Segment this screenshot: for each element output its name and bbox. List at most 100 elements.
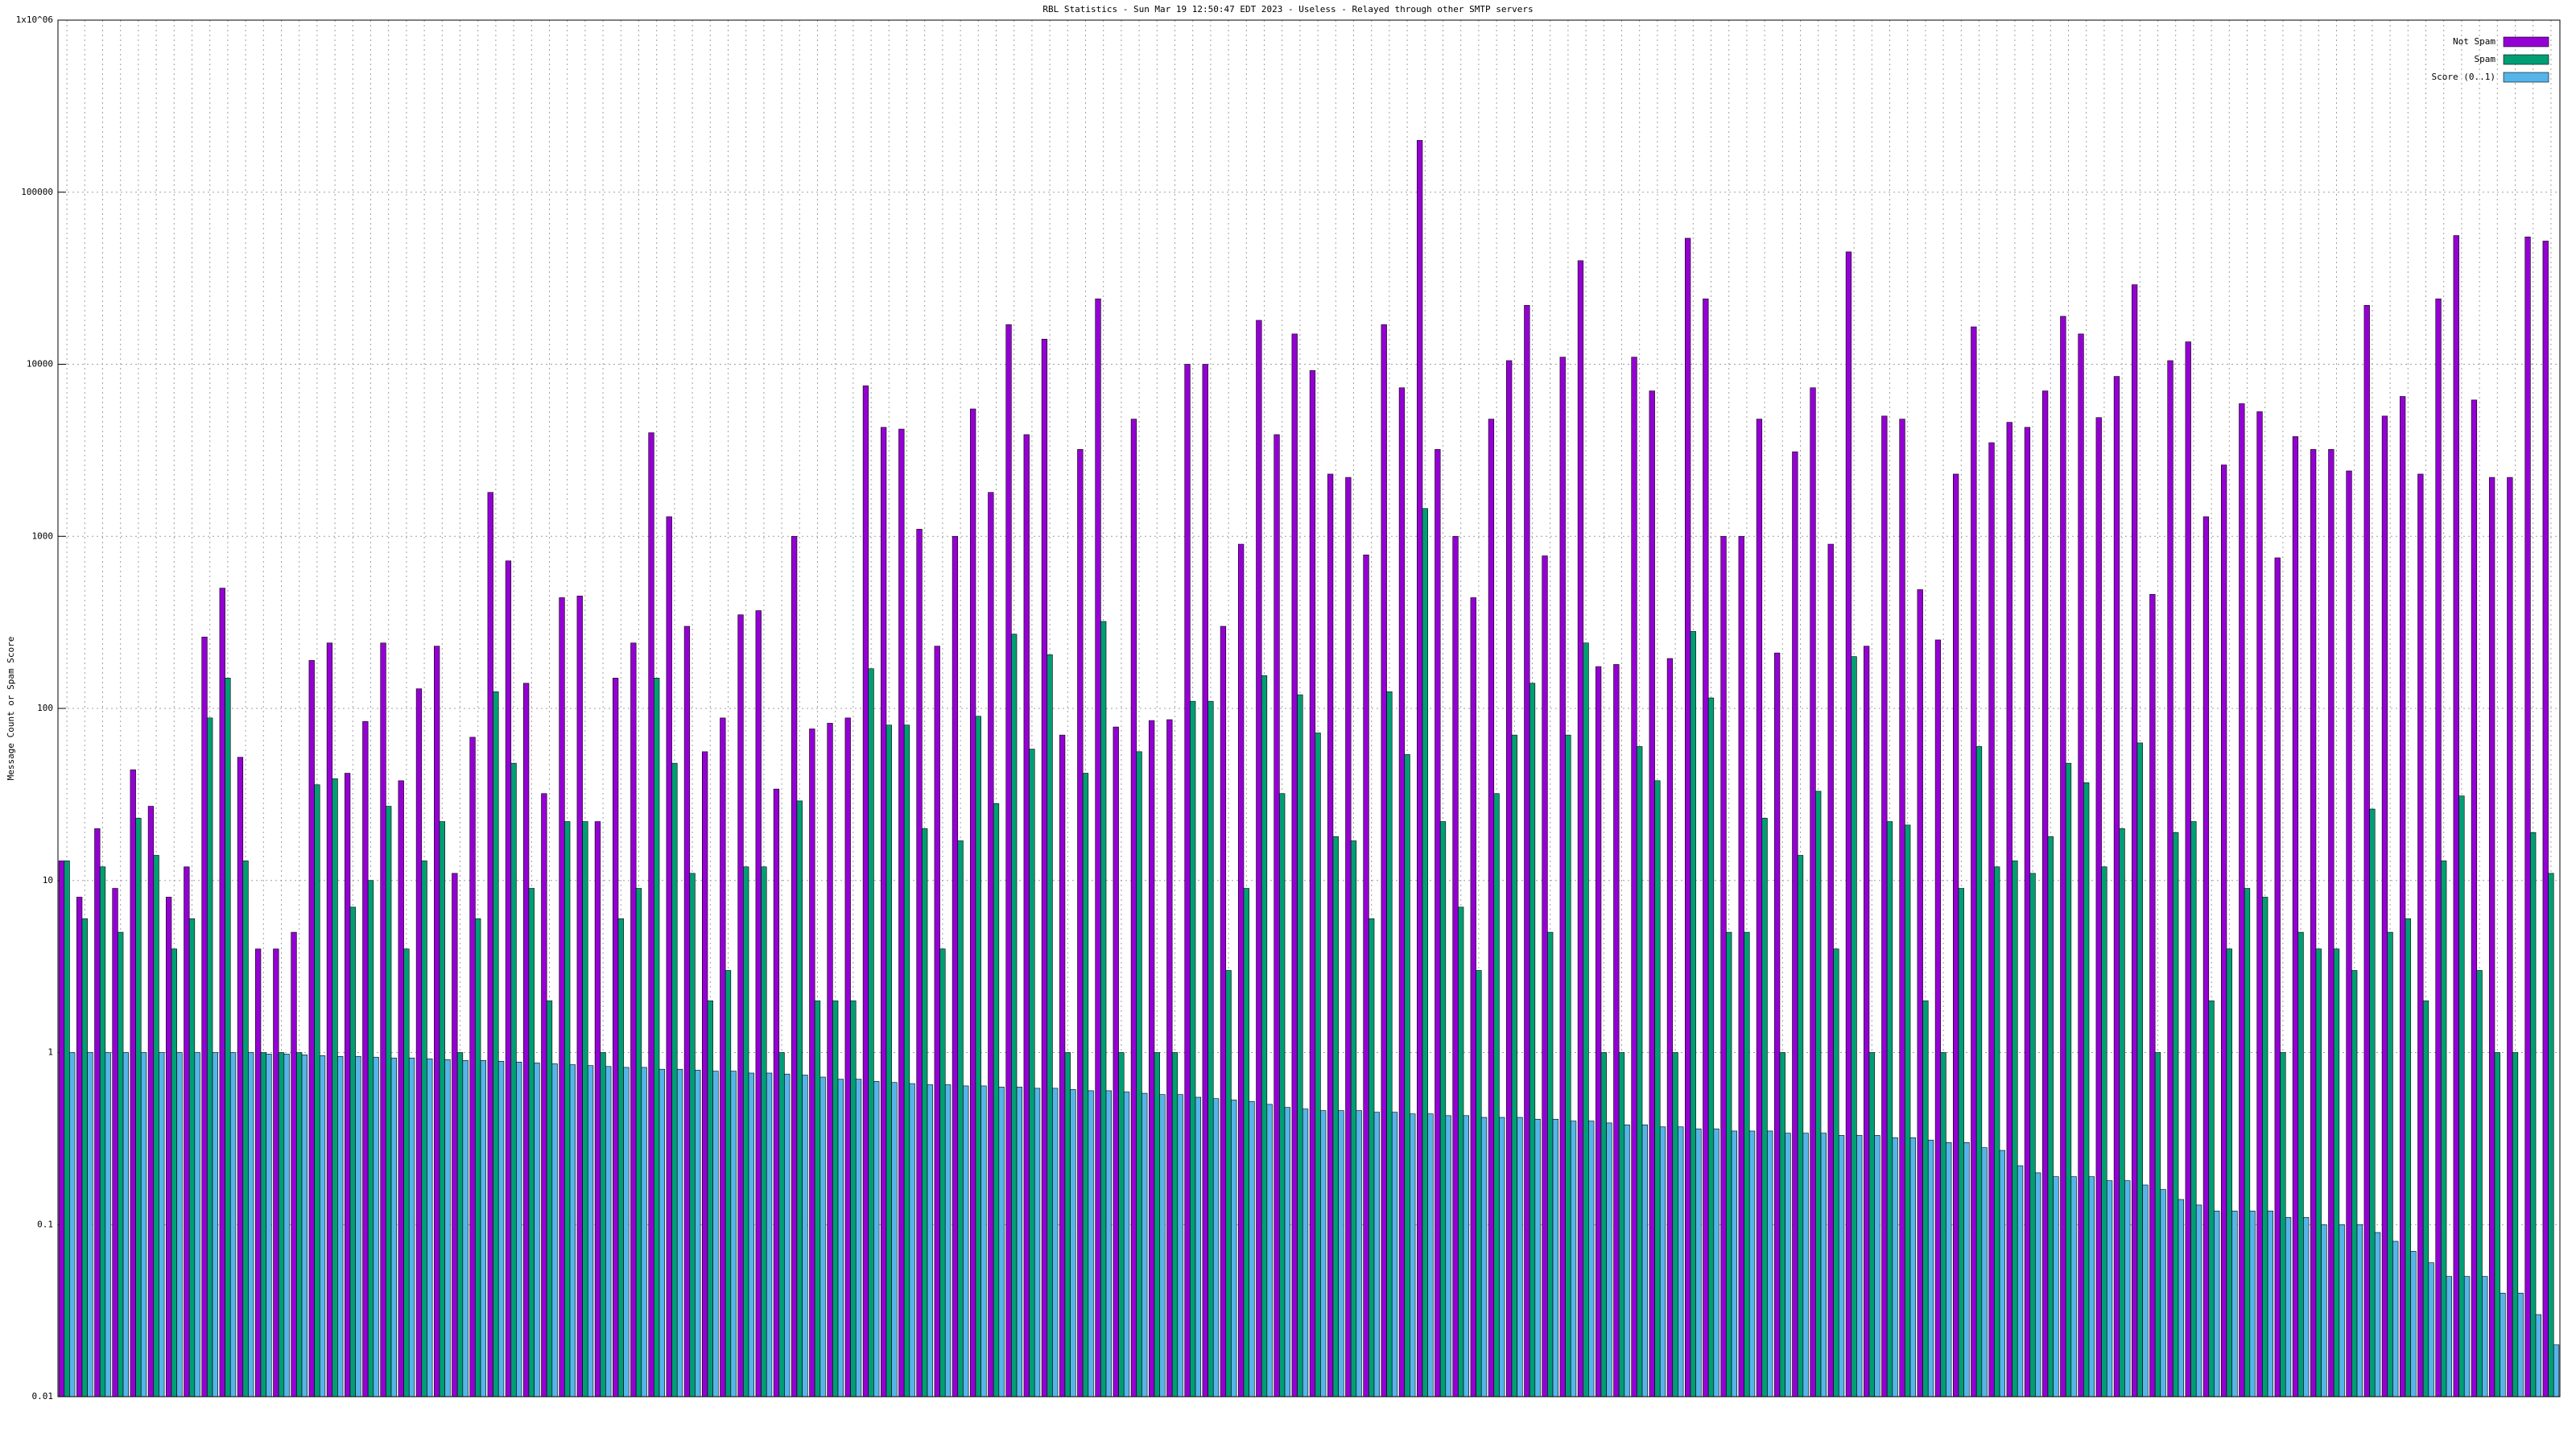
bar <box>1184 364 1191 1397</box>
bar <box>862 385 869 1397</box>
bar <box>2088 1176 2095 1397</box>
bar <box>2356 1224 2363 1397</box>
bar <box>654 678 660 1397</box>
bar <box>2012 861 2018 1397</box>
bar <box>975 716 981 1397</box>
bar <box>922 828 928 1397</box>
bar <box>480 1059 486 1397</box>
bar <box>1988 442 1995 1397</box>
bar <box>1391 1112 1398 1397</box>
bar <box>837 1079 844 1397</box>
y-tick-label: 0.01 <box>32 1391 54 1402</box>
bar <box>1922 1000 1929 1397</box>
bar <box>2315 948 2322 1397</box>
bar <box>1899 419 1905 1397</box>
bar <box>2095 417 2102 1397</box>
bar <box>1731 1130 1737 1397</box>
bar <box>1427 1113 1434 1397</box>
bar <box>2310 448 2317 1397</box>
bar <box>1159 1094 1166 1397</box>
bar <box>2221 464 2227 1397</box>
bar <box>605 1066 612 1397</box>
bar <box>229 1052 237 1397</box>
bar <box>1077 448 1084 1397</box>
bar <box>1649 390 1655 1397</box>
bar <box>283 1054 290 1397</box>
bar <box>1005 324 1012 1397</box>
bar <box>248 1052 254 1397</box>
bar <box>1166 719 1173 1397</box>
bar <box>255 948 262 1397</box>
bar <box>952 535 959 1397</box>
bar <box>2507 477 2513 1397</box>
bar <box>819 1076 826 1397</box>
bar <box>600 1052 606 1397</box>
bar <box>386 806 392 1397</box>
bar <box>1297 694 1303 1397</box>
bar <box>1476 970 1482 1397</box>
bar <box>242 861 249 1397</box>
bar <box>2548 873 2554 1397</box>
bar <box>87 1052 93 1397</box>
bar <box>237 757 244 1397</box>
bar <box>58 861 65 1397</box>
bar <box>2060 316 2066 1397</box>
bar <box>855 1079 862 1397</box>
bar <box>1999 1150 2005 1397</box>
bar <box>988 492 994 1397</box>
bar <box>1195 1096 1201 1397</box>
bar <box>2042 390 2049 1397</box>
y-tick-label: 1x10^06 <box>16 14 53 25</box>
bar <box>2244 888 2251 1397</box>
bar <box>337 1055 344 1397</box>
bar <box>2405 918 2411 1397</box>
bar <box>1435 448 1441 1397</box>
bar <box>1748 1130 1756 1397</box>
bar <box>1963 1141 1970 1397</box>
bar <box>319 1055 326 1397</box>
bar <box>2381 415 2388 1397</box>
bar <box>1975 746 1983 1397</box>
bar <box>2078 333 2084 1397</box>
bar <box>934 646 940 1397</box>
bar <box>1171 1052 1179 1397</box>
bar <box>1618 1052 1625 1397</box>
bar <box>201 636 208 1397</box>
bar <box>1547 931 1554 1397</box>
bar <box>273 948 279 1397</box>
bar <box>755 610 762 1397</box>
bar <box>1685 237 1691 1397</box>
bar <box>2500 1293 2506 1397</box>
bar <box>873 1081 880 1397</box>
bar <box>1458 906 1464 1397</box>
bar <box>1820 1133 1827 1397</box>
bar <box>2239 403 2245 1397</box>
bar <box>1202 364 1208 1397</box>
bar <box>1368 918 1375 1397</box>
bar <box>2083 782 2090 1397</box>
bar <box>1363 555 1369 1397</box>
bar <box>1506 360 1513 1397</box>
bar <box>1909 1137 1916 1397</box>
bar <box>1613 664 1620 1397</box>
bar <box>1220 625 1227 1397</box>
bar <box>2446 1276 2452 1397</box>
bar <box>2202 516 2210 1397</box>
bar <box>408 1057 415 1397</box>
bar <box>1838 1135 1845 1397</box>
bar <box>1452 535 1459 1397</box>
bar <box>546 1000 553 1397</box>
bar <box>1243 888 1249 1397</box>
bar <box>135 818 142 1397</box>
bar <box>2400 396 2406 1397</box>
bar <box>1136 751 1142 1397</box>
bar <box>980 1085 987 1397</box>
bar <box>1761 818 1768 1397</box>
bar <box>2047 836 2054 1397</box>
bar <box>712 1071 719 1397</box>
bar <box>1123 1092 1130 1397</box>
bar <box>1190 700 1196 1397</box>
bar <box>534 1063 540 1397</box>
bar <box>2173 832 2179 1397</box>
bar <box>1524 305 1530 1397</box>
